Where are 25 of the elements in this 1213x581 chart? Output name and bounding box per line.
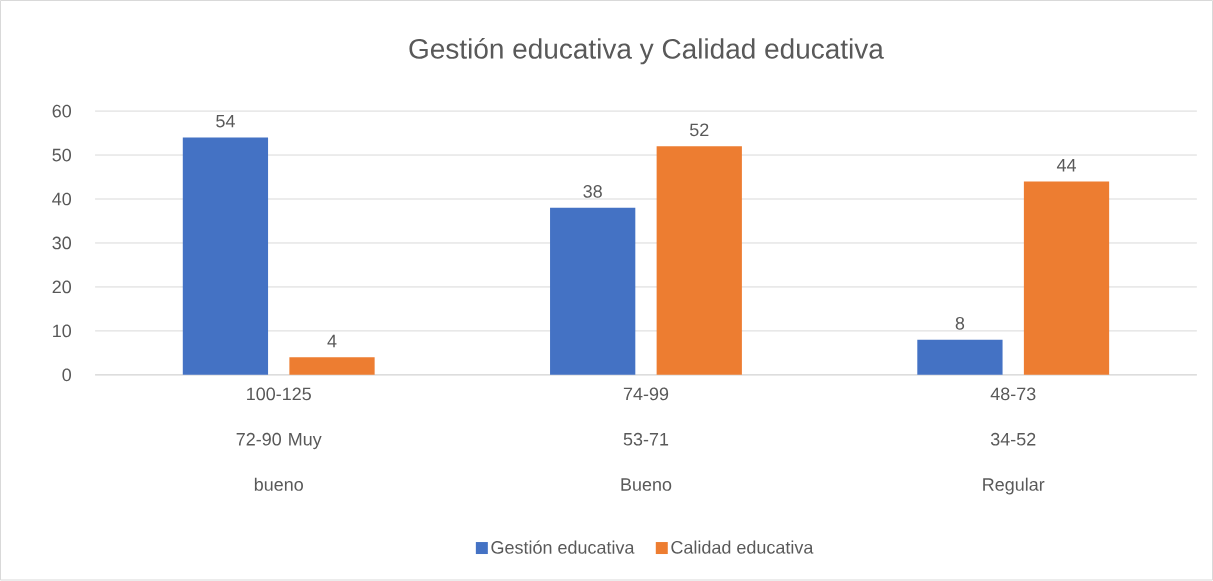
y-tick-label: 60 <box>52 104 72 118</box>
chart-title: Gestión educativa y Calidad educativa <box>409 38 884 65</box>
data-label: 52 <box>689 123 709 137</box>
data-label: 54 <box>216 115 235 128</box>
y-tick-label: 0 <box>62 368 72 382</box>
category-label: 74-99 53-71 Bueno <box>621 387 672 492</box>
y-tick-label: 30 <box>52 236 72 250</box>
data-label: 8 <box>955 317 965 330</box>
bar <box>550 208 636 376</box>
bar <box>917 339 1003 376</box>
bar <box>289 357 375 376</box>
y-tick-label: 50 <box>52 148 72 162</box>
category-label: 48-73 34-52 Regular <box>983 387 1045 495</box>
y-tick-label: 10 <box>53 324 72 338</box>
legend-label: Gestión educativa <box>491 540 635 555</box>
category-label: 100-125 72-90 Muy bueno <box>236 387 322 492</box>
data-label: 44 <box>1056 159 1076 172</box>
y-tick-label: 20 <box>52 280 72 294</box>
data-label: 4 <box>327 335 337 348</box>
bar <box>656 146 742 376</box>
legend-label: Calidad educativa <box>671 540 814 554</box>
bar <box>182 137 269 376</box>
y-tick-label: 40 <box>52 192 72 206</box>
data-label: 38 <box>583 185 602 198</box>
bar <box>1023 181 1110 376</box>
